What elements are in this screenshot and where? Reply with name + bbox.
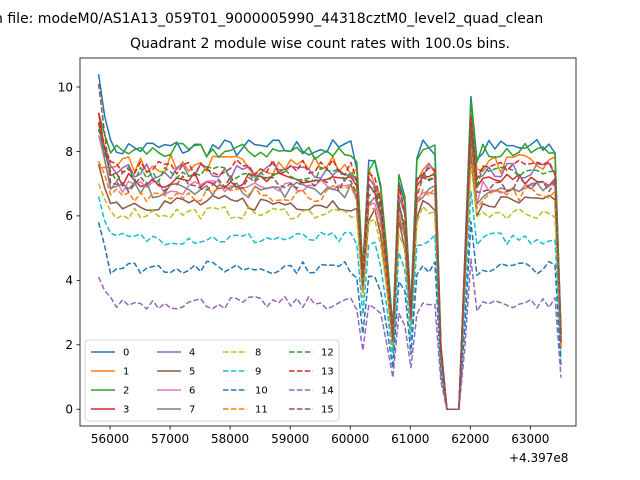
series-line-11 xyxy=(97,143,562,410)
legend-label-1: 1 xyxy=(123,367,129,378)
legend-label-4: 4 xyxy=(189,348,195,359)
series-line-14 xyxy=(97,258,562,410)
y-tick-label: 0 xyxy=(65,403,73,417)
legend-label-8: 8 xyxy=(255,348,261,359)
series-line-5 xyxy=(97,153,562,410)
figure-suptitle: n file: modeM0/AS1A13_059T01_9000005990_… xyxy=(0,11,544,27)
y-tick-label: 8 xyxy=(65,145,73,159)
legend-label-15: 15 xyxy=(321,405,334,416)
legend-label-10: 10 xyxy=(255,386,268,397)
legend-label-7: 7 xyxy=(189,405,195,416)
series-line-15 xyxy=(97,83,562,410)
x-tick-label: 62000 xyxy=(451,432,489,446)
legend-label-2: 2 xyxy=(123,386,129,397)
legend-box xyxy=(84,339,340,422)
x-tick-label: 63000 xyxy=(511,432,549,446)
series-line-2 xyxy=(97,99,562,410)
x-tick-label: 60000 xyxy=(331,432,369,446)
legend-label-0: 0 xyxy=(123,348,129,359)
series-line-12 xyxy=(97,122,562,410)
series-line-4 xyxy=(97,119,562,410)
x-axis-offset-label: +4.397e8 xyxy=(509,451,569,465)
legend-label-13: 13 xyxy=(321,367,334,378)
x-tick-label: 59000 xyxy=(271,432,309,446)
legend-label-6: 6 xyxy=(189,386,195,397)
series-line-9 xyxy=(97,190,562,410)
y-tick-label: 4 xyxy=(65,274,73,288)
x-tick-label: 58000 xyxy=(211,432,249,446)
legend-label-3: 3 xyxy=(123,405,129,416)
series-line-8 xyxy=(97,163,562,410)
series-line-10 xyxy=(97,220,562,410)
series-line-0 xyxy=(97,73,562,410)
y-tick-label: 6 xyxy=(65,209,73,223)
series-line-13 xyxy=(97,116,562,410)
series-line-7 xyxy=(97,122,562,410)
chart-title: Quadrant 2 module wise count rates with … xyxy=(130,36,510,52)
legend-label-11: 11 xyxy=(255,405,268,416)
legend-label-12: 12 xyxy=(321,348,334,359)
legend-label-14: 14 xyxy=(321,386,334,397)
legend-label-9: 9 xyxy=(255,367,261,378)
x-tick-label: 61000 xyxy=(391,432,429,446)
y-tick-label: 10 xyxy=(58,80,73,94)
series-line-1 xyxy=(98,112,562,410)
x-tick-label: 56000 xyxy=(91,432,129,446)
legend-label-5: 5 xyxy=(189,367,195,378)
x-tick-label: 57000 xyxy=(151,432,189,446)
axes-frame xyxy=(79,57,577,427)
y-tick-label: 2 xyxy=(65,338,73,352)
